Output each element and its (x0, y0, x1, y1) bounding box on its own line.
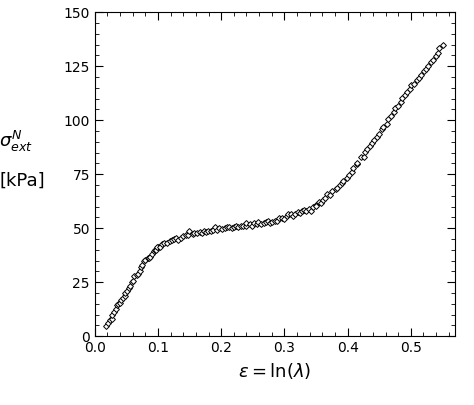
X-axis label: $\epsilon = \ln(\lambda)$: $\epsilon = \ln(\lambda)$ (238, 360, 311, 381)
Text: [kPa]: [kPa] (0, 172, 46, 190)
Text: $\sigma_{ext}^{N}$: $\sigma_{ext}^{N}$ (0, 129, 33, 154)
